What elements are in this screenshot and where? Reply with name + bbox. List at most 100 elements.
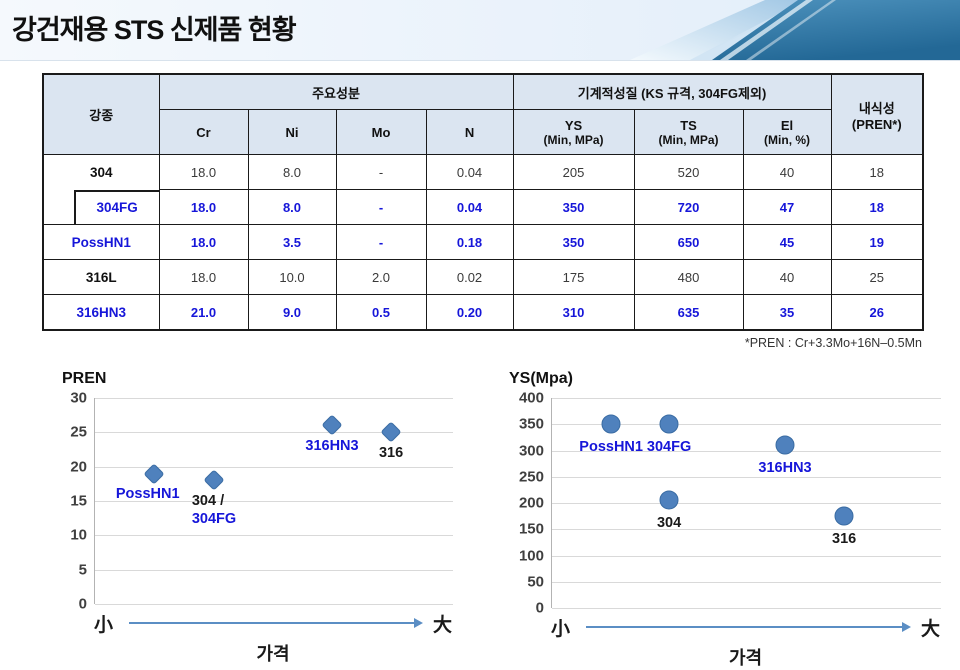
grade-cell: 316L bbox=[42, 259, 160, 295]
data-point-marker bbox=[659, 414, 679, 434]
gridline bbox=[95, 501, 453, 502]
y-tick-label: 20 bbox=[70, 458, 87, 476]
data-point-marker bbox=[601, 414, 621, 434]
value-cell: 40 bbox=[742, 154, 832, 190]
axis-max-glyph: 大 bbox=[432, 614, 452, 636]
value-cell: - bbox=[335, 189, 427, 225]
value-cell: 8.0 bbox=[247, 189, 337, 225]
value-cell: 350 bbox=[512, 189, 635, 225]
value-cell: 480 bbox=[633, 259, 744, 295]
y-tick-label: 300 bbox=[518, 442, 544, 459]
el-header-name: El bbox=[780, 117, 794, 133]
gridline bbox=[552, 424, 941, 426]
column-header-cr: Cr bbox=[158, 109, 249, 155]
ts-header-unit: (Min, MPa) bbox=[658, 132, 719, 147]
y-tick-label: 5 bbox=[78, 561, 87, 579]
el-header-unit: (Min, %) bbox=[764, 132, 811, 147]
table-row: 316HN3 21.0 9.0 0.5 0.20 310 635 35 26 bbox=[42, 294, 924, 331]
label-line: 316HN3 bbox=[758, 459, 812, 476]
value-cell: 26 bbox=[830, 294, 924, 331]
data-point-marker bbox=[775, 435, 795, 455]
ys-header-name: YS bbox=[564, 117, 583, 133]
value-cell: 0.02 bbox=[425, 259, 514, 295]
value-cell: 0.18 bbox=[425, 224, 514, 260]
price-arrow bbox=[129, 618, 423, 628]
grade-column-header: 강종 bbox=[42, 73, 160, 155]
value-cell: 25 bbox=[830, 259, 924, 295]
y-tick-label: 200 bbox=[518, 494, 544, 512]
value-cell: 175 bbox=[512, 259, 635, 295]
data-point-marker bbox=[659, 490, 679, 510]
arrow-head-icon bbox=[901, 622, 911, 632]
value-cell: 45 bbox=[742, 224, 832, 260]
y-axis: 400 350 300 250 200 150 100 50 0 bbox=[505, 390, 551, 617]
y-tick-label: 250 bbox=[518, 468, 544, 486]
label-line: 304 bbox=[656, 514, 682, 531]
value-cell: 3.5 bbox=[247, 224, 337, 260]
table-row: 304FG 18.0 8.0-0.04 350 720 47 18 bbox=[42, 189, 924, 225]
plot-area: PossHN1 304 / 304FG 316HN3 316 bbox=[94, 398, 453, 605]
mechanical-group-header: 기계적성질 (KS 규격, 304FG제외) bbox=[512, 73, 832, 110]
y-tick-label: 0 bbox=[535, 599, 544, 617]
value-cell: 520 bbox=[633, 154, 744, 190]
gridline bbox=[95, 398, 453, 399]
grade-cell: 304 bbox=[42, 154, 160, 190]
pren-formula-footnote: *PREN : Cr+3.3Mo+16N–0.5Mn bbox=[744, 336, 922, 350]
value-cell: 21.0 bbox=[158, 294, 249, 331]
value-cell: 635 bbox=[633, 294, 744, 331]
column-header-n: N bbox=[425, 109, 514, 155]
data-point-marker bbox=[834, 506, 854, 526]
x-axis: 小 大 bbox=[94, 606, 452, 640]
value-cell: 310 bbox=[512, 294, 635, 331]
gridline bbox=[95, 466, 453, 468]
charts-section: PREN 30 25 20 15 10 5 0 PossHN1 304 /304FG 316HN… bbox=[58, 370, 960, 670]
grade-cell: PossHN1 bbox=[42, 224, 160, 260]
label-line: PossHN1 bbox=[579, 438, 643, 455]
data-point-label: 304FG bbox=[647, 438, 691, 456]
gridline bbox=[552, 555, 941, 557]
y-tick-label: 150 bbox=[518, 520, 544, 538]
column-header-el: El (Min, %) bbox=[742, 109, 832, 155]
value-cell: 40 bbox=[742, 259, 832, 295]
arrow-head-icon bbox=[413, 618, 423, 628]
x-axis: 小 大 bbox=[551, 610, 940, 644]
arrow-line bbox=[586, 626, 902, 628]
value-cell: 10.0 bbox=[247, 259, 337, 295]
y-tick-label: 0 bbox=[78, 595, 87, 613]
value-cell: 0.20 bbox=[425, 294, 514, 331]
slide-header: 강건재용 STS 신제품 현황 bbox=[0, 0, 960, 61]
chart-title: YS(Mpa) bbox=[509, 370, 573, 387]
value-cell: 47 bbox=[742, 189, 832, 225]
gridline bbox=[552, 608, 941, 609]
table-row: 304 18.0 8.0-0.04 205 520 40 18 bbox=[42, 154, 924, 190]
value-cell: 720 bbox=[633, 189, 744, 225]
value-cell: 650 bbox=[633, 224, 744, 260]
grade-cell: 316HN3 bbox=[42, 294, 160, 331]
label-line: 304FG bbox=[646, 438, 692, 455]
gridline bbox=[552, 581, 941, 583]
value-cell: 0.04 bbox=[425, 154, 514, 190]
value-cell: 0.5 bbox=[335, 294, 427, 331]
corrosion-column-header: 내식성 (PREN*) bbox=[830, 73, 924, 155]
gridline bbox=[95, 535, 453, 537]
value-cell: 0.04 bbox=[425, 189, 514, 225]
price-arrow bbox=[586, 622, 911, 632]
data-point-label: 304 bbox=[657, 514, 681, 532]
value-cell: 350 bbox=[512, 224, 635, 260]
data-point-label: 316 bbox=[379, 444, 403, 462]
label-line: 316 bbox=[832, 530, 857, 547]
grade-label: 304FG bbox=[96, 200, 138, 216]
gridline bbox=[95, 432, 453, 434]
value-cell: 18.0 bbox=[158, 154, 249, 190]
value-cell: 8.0 bbox=[247, 154, 337, 190]
value-cell: 18 bbox=[830, 189, 924, 225]
data-point-label: 316HN3 bbox=[758, 459, 811, 477]
indent-subcell: 304FG bbox=[73, 189, 159, 224]
y-tick-label: 350 bbox=[518, 415, 544, 433]
gridline bbox=[552, 398, 941, 399]
table-row: PossHN1 18.0 3.5-0.18 350 650 45 19 bbox=[42, 224, 924, 260]
ts-header-name: TS bbox=[680, 117, 697, 133]
value-cell: 18.0 bbox=[158, 224, 249, 260]
gridline bbox=[95, 569, 453, 571]
price-axis-label: 가격 bbox=[728, 648, 763, 668]
